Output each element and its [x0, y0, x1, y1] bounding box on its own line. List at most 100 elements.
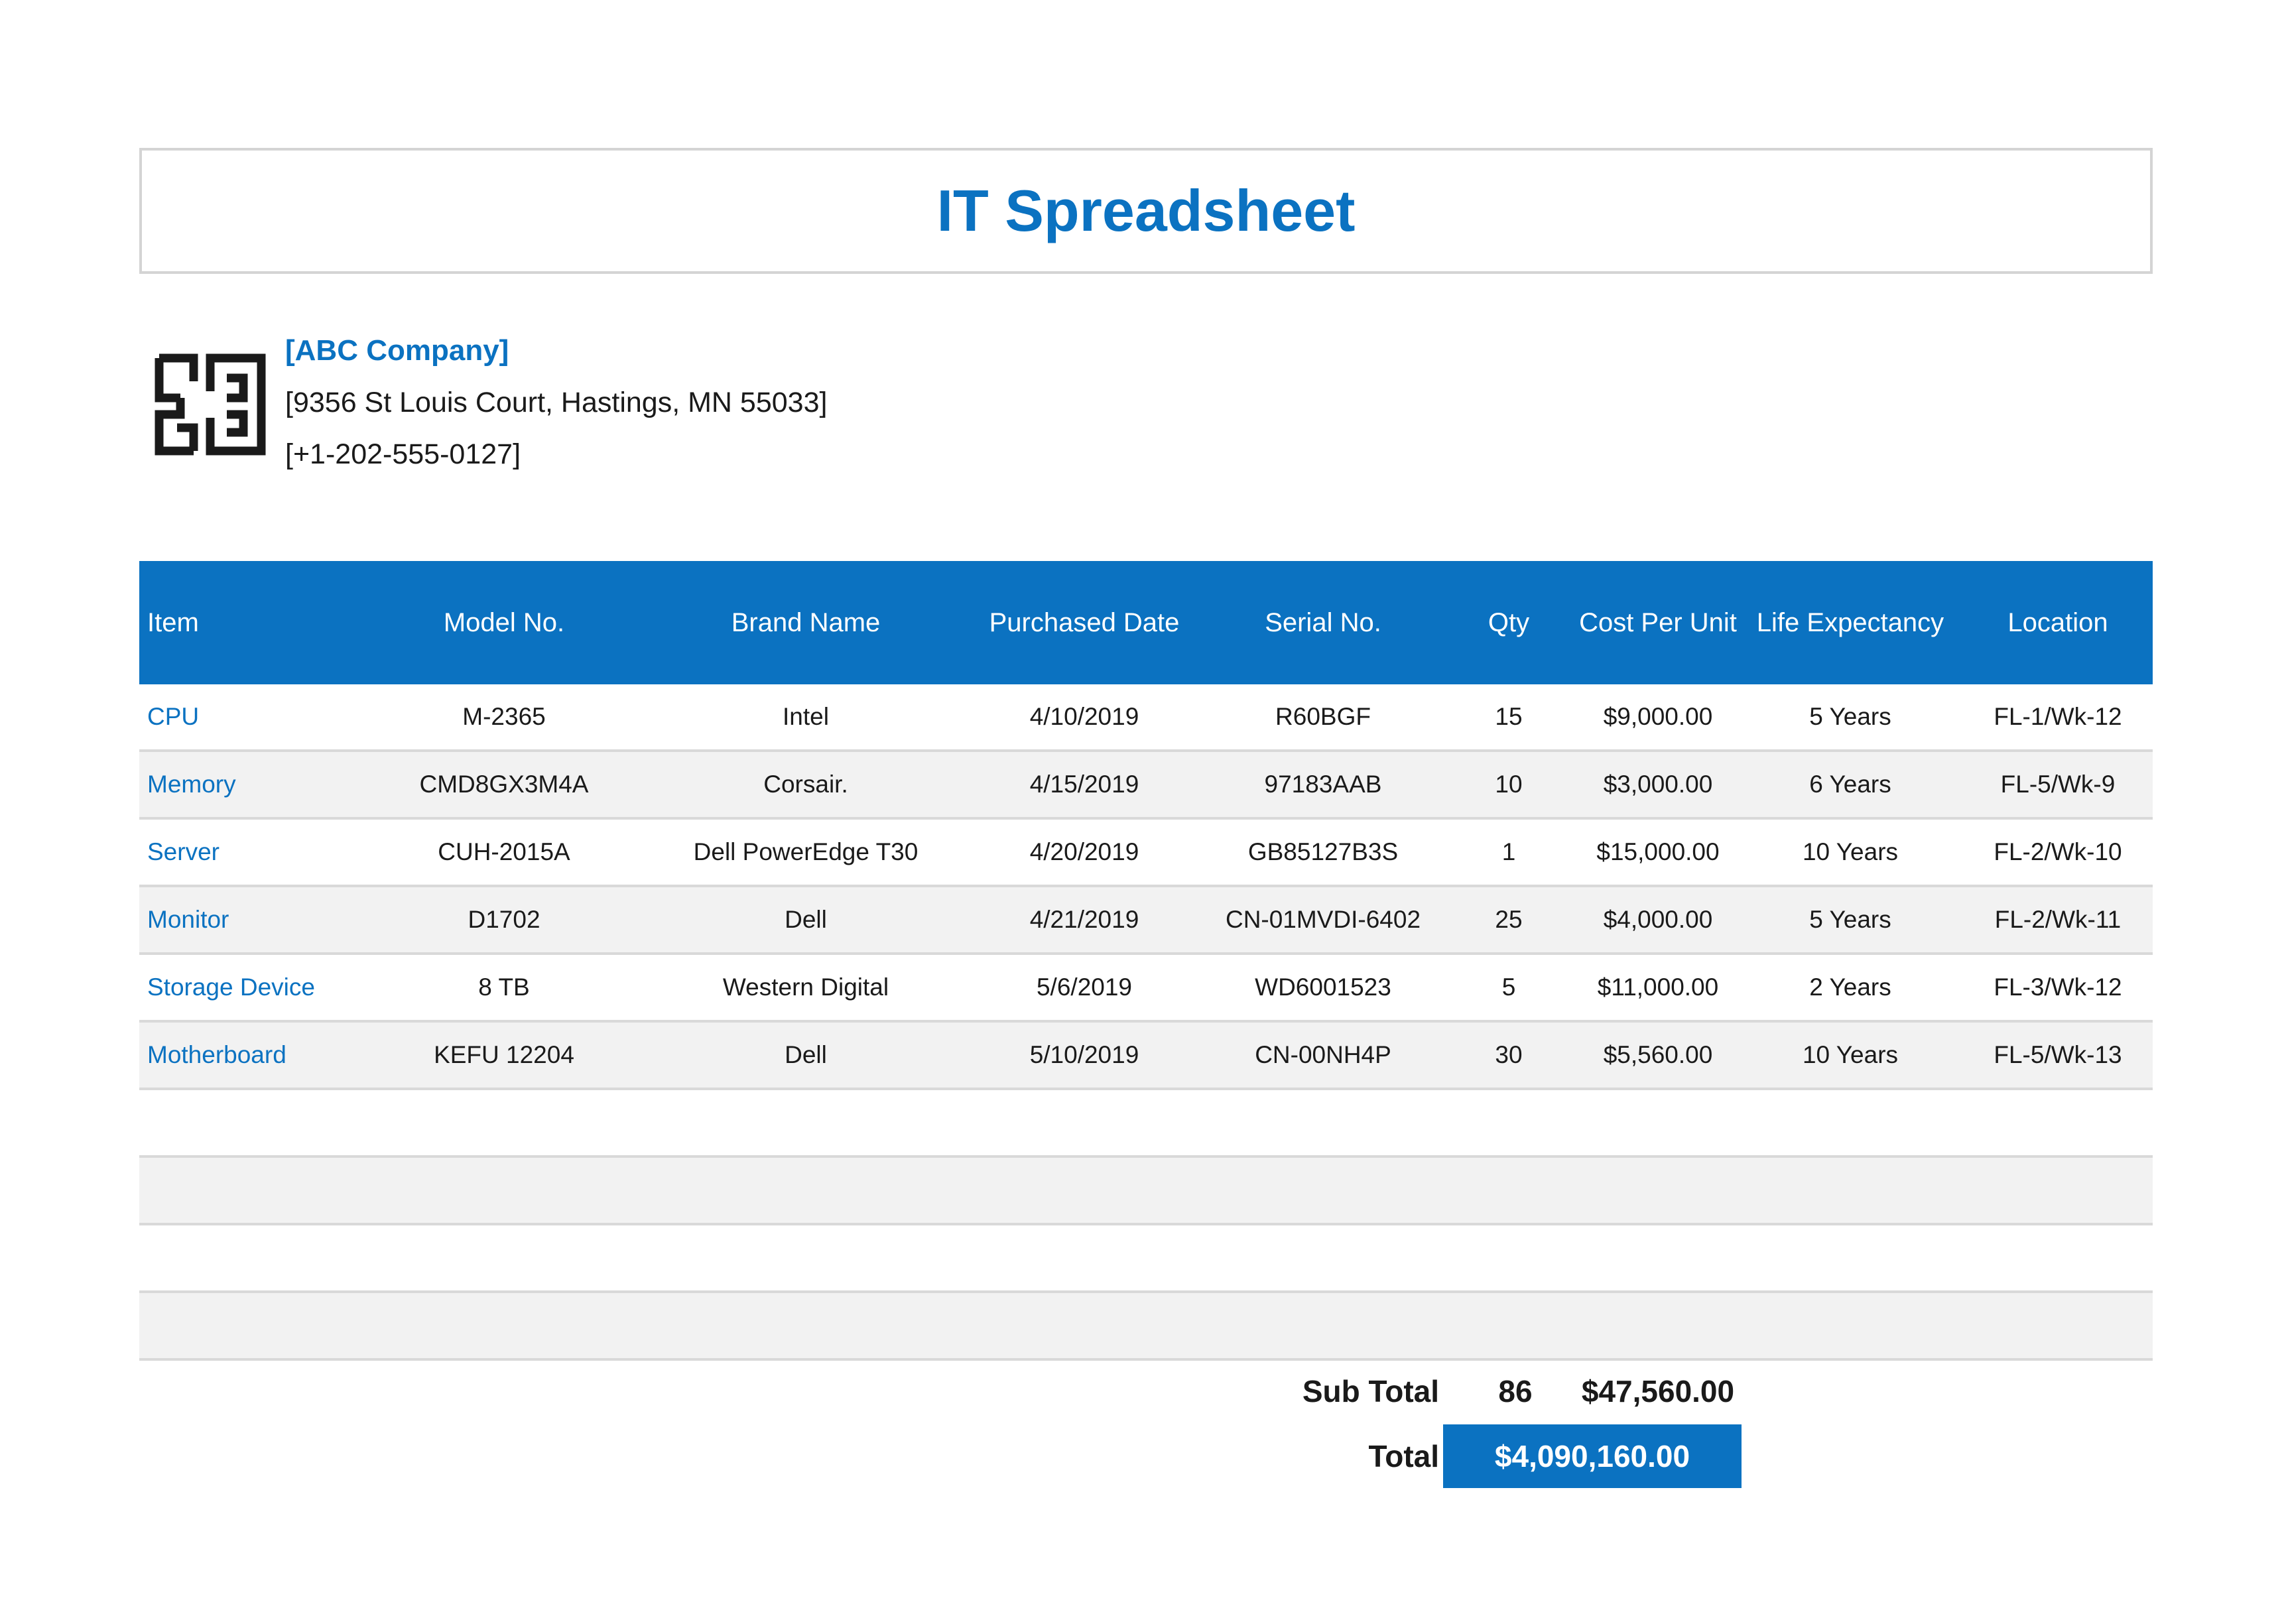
cell-model-no — [358, 1224, 650, 1293]
cell-life-expectancy — [1738, 1292, 1963, 1361]
cell-qty — [1439, 1089, 1578, 1158]
cell-location — [1963, 1292, 2153, 1361]
cell-life-expectancy — [1738, 1089, 1963, 1158]
subtotal-qty: 86 — [1498, 1374, 1533, 1408]
table-row: Memory CMD8GX3M4A Corsair. 4/15/2019 97183AA… — [139, 751, 2153, 820]
cell-location: FL-1/Wk-12 — [1963, 684, 2153, 752]
cell-qty — [1439, 1292, 1578, 1361]
cell-item: Memory — [139, 751, 358, 820]
cell-life-expectancy: 5 Years — [1738, 684, 1963, 752]
table-row: Monitor D1702 Dell 4/21/2019 CN-01MVDI-6402 2… — [139, 886, 2153, 955]
cell-purchased-date: 5/6/2019 — [962, 954, 1207, 1023]
inventory-table-container: Item Model No. Brand Name Purchased Date Ser… — [139, 561, 2153, 1361]
cell-purchased-date: 4/10/2019 — [962, 684, 1207, 752]
column-header-qty: Qty — [1439, 561, 1578, 684]
cell-model-no: 8 TB — [358, 954, 650, 1023]
cell-purchased-date: 4/15/2019 — [962, 751, 1207, 820]
cell-qty — [1439, 1156, 1578, 1225]
cell-purchased-date — [962, 1292, 1207, 1361]
cell-purchased-date: 5/10/2019 — [962, 1021, 1207, 1090]
cell-brand-name — [650, 1292, 962, 1361]
cell-life-expectancy: 10 Years — [1738, 1021, 1963, 1090]
column-header-cost-per-unit: Cost Per Unit — [1578, 561, 1738, 684]
total-value: $4,090,160.00 — [1443, 1424, 1742, 1488]
cell-item: Storage Device — [139, 954, 358, 1023]
cell-cost-per-unit — [1578, 1089, 1738, 1158]
cell-brand-name — [650, 1089, 962, 1158]
cell-purchased-date: 4/20/2019 — [962, 818, 1207, 887]
table-row: CPU M-2365 Intel 4/10/2019 R60BGF 15 $9,000.00… — [139, 684, 2153, 752]
cell-item — [139, 1224, 358, 1293]
table-row: Motherboard KEFU 12204 Dell 5/10/2019 CN-00N… — [139, 1021, 2153, 1090]
cell-model-no — [358, 1292, 650, 1361]
cell-item — [139, 1156, 358, 1225]
cell-qty: 15 — [1439, 684, 1578, 752]
cell-brand-name — [650, 1224, 962, 1293]
cell-serial-no — [1207, 1089, 1439, 1158]
cell-model-no — [358, 1156, 650, 1225]
subtotal-cost: $47,560.00 — [1581, 1374, 1735, 1408]
cell-qty: 30 — [1439, 1021, 1578, 1090]
cell-location: FL-3/Wk-12 — [1963, 954, 2153, 1023]
cell-life-expectancy — [1738, 1156, 1963, 1225]
cell-life-expectancy: 5 Years — [1738, 886, 1963, 955]
company-name: [ABC Company] — [285, 334, 509, 367]
cell-qty: 10 — [1439, 751, 1578, 820]
cell-location — [1963, 1224, 2153, 1293]
cell-model-no: D1702 — [358, 886, 650, 955]
cell-model-no: CUH-2015A — [358, 818, 650, 887]
cell-life-expectancy: 6 Years — [1738, 751, 1963, 820]
cell-cost-per-unit: $11,000.00 — [1578, 954, 1738, 1023]
column-header-serial-no: Serial No. — [1207, 561, 1439, 684]
cell-purchased-date: 4/21/2019 — [962, 886, 1207, 955]
table-row: Server CUH-2015A Dell PowerEdge T30 4/20/20… — [139, 818, 2153, 887]
cell-serial-no: GB85127B3S — [1207, 818, 1439, 887]
cell-location — [1963, 1089, 2153, 1158]
cell-brand-name: Dell PowerEdge T30 — [650, 818, 962, 887]
column-header-brand-name: Brand Name — [650, 561, 962, 684]
cell-cost-per-unit — [1578, 1224, 1738, 1293]
cell-item: Server — [139, 818, 358, 887]
cell-serial-no: CN-00NH4P — [1207, 1021, 1439, 1090]
cell-brand-name: Western Digital — [650, 954, 962, 1023]
cell-brand-name: Dell — [650, 886, 962, 955]
column-header-purchased-date: Purchased Date — [962, 561, 1207, 684]
cell-location: FL-5/Wk-9 — [1963, 751, 2153, 820]
page-title: IT Spreadsheet — [936, 178, 1356, 243]
cell-qty: 25 — [1439, 886, 1578, 955]
cell-item — [139, 1089, 358, 1158]
cell-location: FL-5/Wk-13 — [1963, 1021, 2153, 1090]
cell-location: FL-2/Wk-11 — [1963, 886, 2153, 955]
cell-brand-name: Corsair. — [650, 751, 962, 820]
cell-serial-no: R60BGF — [1207, 684, 1439, 752]
company-phone: [+1-202-555-0127] — [285, 438, 521, 470]
column-header-life-expectancy: Life Expectancy — [1738, 561, 1963, 684]
cell-model-no: CMD8GX3M4A — [358, 751, 650, 820]
column-header-model-no: Model No. — [358, 561, 650, 684]
cell-brand-name — [650, 1156, 962, 1225]
company-address: [9356 St Louis Court, Hastings, MN 55033… — [285, 387, 828, 418]
cell-serial-no: CN-01MVDI-6402 — [1207, 886, 1439, 955]
cell-qty: 5 — [1439, 954, 1578, 1023]
cell-cost-per-unit: $3,000.00 — [1578, 751, 1738, 820]
table-row — [139, 1089, 2153, 1158]
subtotal-label: Sub Total — [1302, 1374, 1439, 1408]
cell-item: Motherboard — [139, 1021, 358, 1090]
cell-cost-per-unit: $9,000.00 — [1578, 684, 1738, 752]
cell-cost-per-unit — [1578, 1156, 1738, 1225]
cell-model-no: M-2365 — [358, 684, 650, 752]
cell-serial-no — [1207, 1292, 1439, 1361]
cell-serial-no: 97183AAB — [1207, 751, 1439, 820]
cell-purchased-date — [962, 1224, 1207, 1293]
column-header-item: Item — [139, 561, 358, 684]
cell-qty — [1439, 1224, 1578, 1293]
cell-location — [1963, 1156, 2153, 1225]
table-row: Storage Device 8 TB Western Digital 5/6/201… — [139, 954, 2153, 1023]
company-logo-icon — [155, 353, 266, 456]
cell-serial-no — [1207, 1156, 1439, 1225]
table-row — [139, 1292, 2153, 1361]
cell-cost-per-unit — [1578, 1292, 1738, 1361]
cell-serial-no: WD6001523 — [1207, 954, 1439, 1023]
column-header-location: Location — [1963, 561, 2153, 684]
cell-model-no — [358, 1089, 650, 1158]
